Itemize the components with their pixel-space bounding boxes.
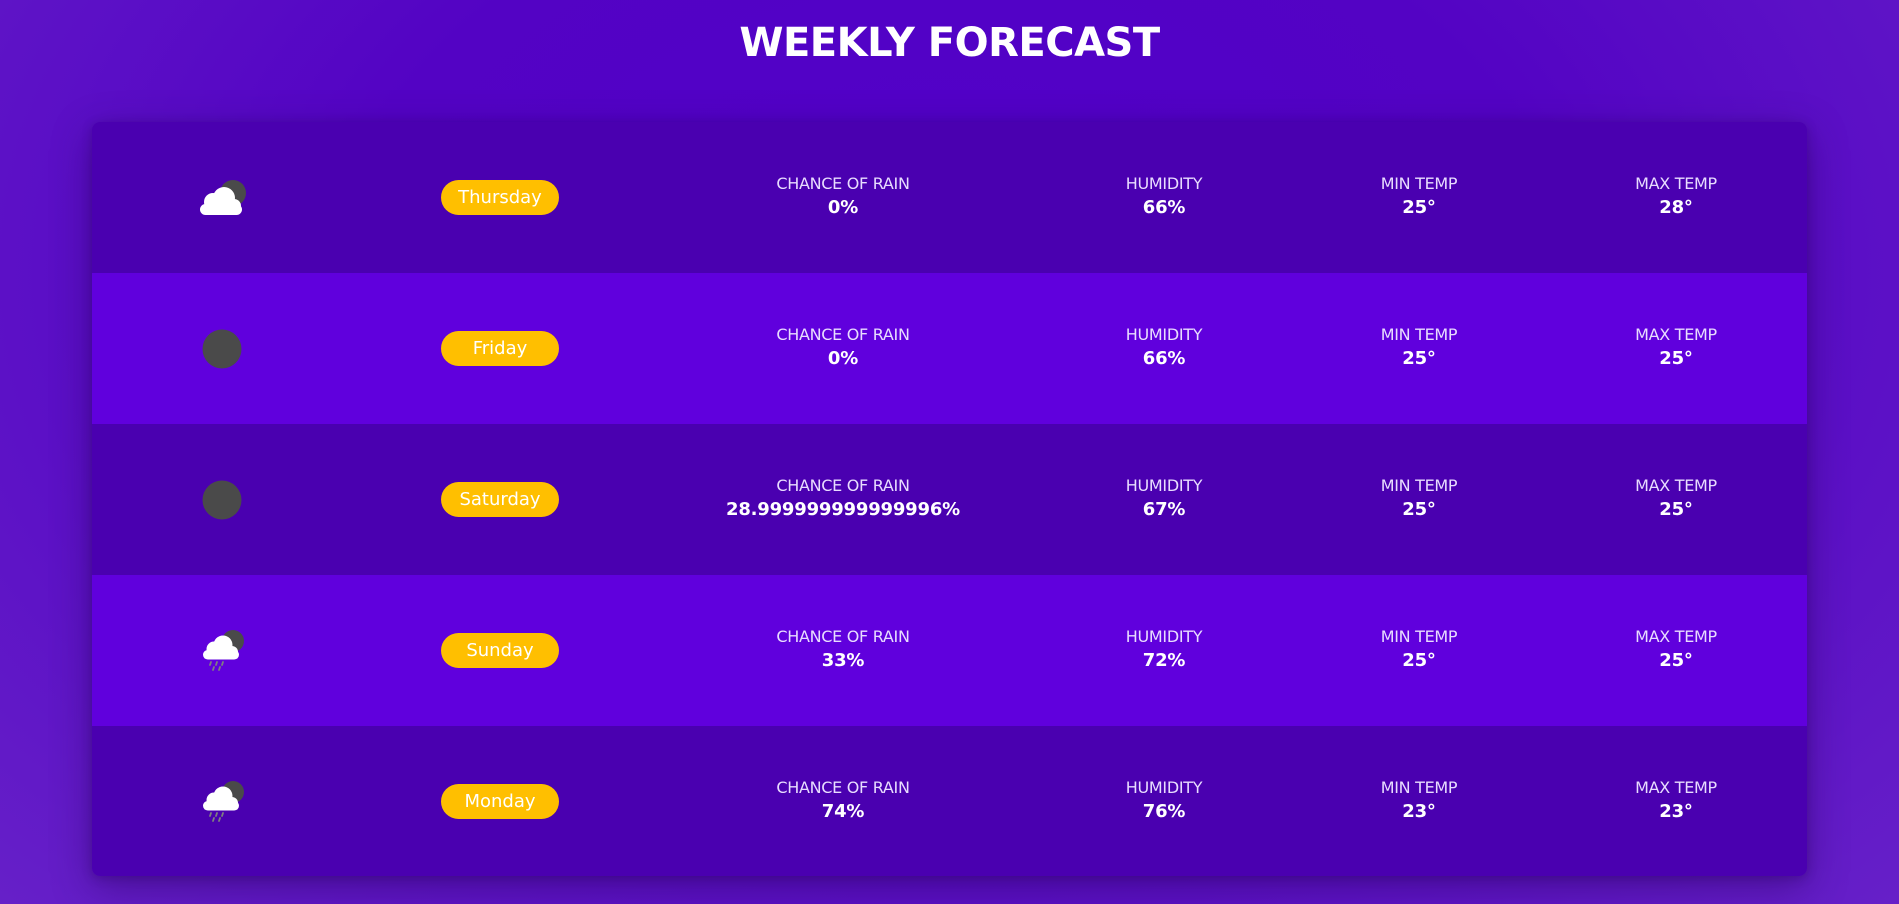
cloudy-night-icon [195,178,249,218]
chance-of-rain-value: 33% [821,649,865,671]
rainy-night-icon [199,780,245,824]
max-temp-label: MAX TEMP [1635,475,1717,495]
day-badge: Thursday [441,180,559,215]
min-temp-cell: MIN TEMP 25° [1381,273,1458,424]
page-title: WEEKLY FORECAST [739,20,1160,66]
chance-of-rain-cell: CHANCE OF RAIN 28.999999999999996% [726,424,960,575]
day-badge: Friday [441,331,559,366]
forecast-row-monday: Monday CHANCE OF RAIN 74% HUMIDITY 76% M… [92,726,1807,876]
max-temp-label: MAX TEMP [1635,626,1717,646]
humidity-cell: HUMIDITY 66% [1125,273,1203,424]
forecast-row-saturday: Saturday CHANCE OF RAIN 28.9999999999999… [92,424,1807,575]
day-badge: Monday [441,784,559,819]
day-badge: Saturday [441,482,559,517]
clear-night-icon [201,479,243,521]
weather-icon-cell [199,726,245,876]
forecast-row-sunday: Sunday CHANCE OF RAIN 33% HUMIDITY 72% M… [92,575,1807,726]
chance-of-rain-label: CHANCE OF RAIN [776,324,910,344]
humidity-cell: HUMIDITY 67% [1125,424,1203,575]
max-temp-value: 25° [1659,649,1693,671]
min-temp-value: 25° [1402,196,1436,218]
min-temp-cell: MIN TEMP 25° [1381,424,1458,575]
forecast-table: Thursday CHANCE OF RAIN 0% HUMIDITY 66% … [92,122,1807,876]
max-temp-label: MAX TEMP [1635,173,1717,193]
min-temp-value: 25° [1402,649,1436,671]
max-temp-cell: MAX TEMP 28° [1635,122,1717,273]
max-temp-cell: MAX TEMP 25° [1635,273,1717,424]
min-temp-value: 25° [1402,498,1436,520]
max-temp-cell: MAX TEMP 23° [1635,726,1717,876]
humidity-cell: HUMIDITY 76% [1125,726,1203,876]
chance-of-rain-cell: CHANCE OF RAIN 0% [776,122,910,273]
chance-of-rain-label: CHANCE OF RAIN [776,626,910,646]
chance-of-rain-cell: CHANCE OF RAIN 0% [776,273,910,424]
day-cell: Thursday [441,122,559,273]
humidity-label: HUMIDITY [1125,324,1203,344]
humidity-cell: HUMIDITY 66% [1125,122,1203,273]
min-temp-cell: MIN TEMP 23° [1381,726,1458,876]
chance-of-rain-cell: CHANCE OF RAIN 74% [776,726,910,876]
max-temp-value: 25° [1659,498,1693,520]
max-temp-label: MAX TEMP [1635,324,1717,344]
chance-of-rain-value: 0% [827,347,859,369]
min-temp-cell: MIN TEMP 25° [1381,575,1458,726]
day-cell: Saturday [441,424,559,575]
min-temp-value: 23° [1402,800,1436,822]
forecast-row-thursday: Thursday CHANCE OF RAIN 0% HUMIDITY 66% … [92,122,1807,273]
min-temp-value: 25° [1402,347,1436,369]
max-temp-value: 23° [1659,800,1693,822]
min-temp-label: MIN TEMP [1380,324,1458,344]
weather-icon-cell [195,122,249,273]
min-temp-label: MIN TEMP [1380,626,1458,646]
min-temp-label: MIN TEMP [1380,475,1458,495]
max-temp-value: 25° [1659,347,1693,369]
min-temp-cell: MIN TEMP 25° [1381,122,1458,273]
weather-icon-cell [199,575,245,726]
humidity-value: 76% [1142,800,1186,822]
max-temp-label: MAX TEMP [1635,777,1717,797]
rainy-night-icon [199,629,245,673]
day-cell: Monday [441,726,559,876]
min-temp-label: MIN TEMP [1380,173,1458,193]
humidity-cell: HUMIDITY 72% [1125,575,1203,726]
chance-of-rain-label: CHANCE OF RAIN [776,173,910,193]
humidity-value: 72% [1142,649,1186,671]
humidity-label: HUMIDITY [1125,475,1203,495]
day-cell: Sunday [441,575,559,726]
day-cell: Friday [441,273,559,424]
max-temp-value: 28° [1659,196,1693,218]
weather-icon-cell [201,424,243,575]
max-temp-cell: MAX TEMP 25° [1635,575,1717,726]
clear-night-icon [201,328,243,370]
min-temp-label: MIN TEMP [1380,777,1458,797]
day-badge: Sunday [441,633,559,668]
chance-of-rain-cell: CHANCE OF RAIN 33% [776,575,910,726]
max-temp-cell: MAX TEMP 25° [1635,424,1717,575]
humidity-label: HUMIDITY [1125,173,1203,193]
chance-of-rain-value: 74% [821,800,865,822]
humidity-label: HUMIDITY [1125,626,1203,646]
humidity-label: HUMIDITY [1125,777,1203,797]
chance-of-rain-value: 0% [827,196,859,218]
humidity-value: 67% [1142,498,1186,520]
humidity-value: 66% [1142,196,1186,218]
humidity-value: 66% [1142,347,1186,369]
weather-icon-cell [201,273,243,424]
forecast-row-friday: Friday CHANCE OF RAIN 0% HUMIDITY 66% MI… [92,273,1807,424]
chance-of-rain-label: CHANCE OF RAIN [776,777,910,797]
chance-of-rain-value: 28.999999999999996% [726,498,960,520]
chance-of-rain-label: CHANCE OF RAIN [776,475,910,495]
